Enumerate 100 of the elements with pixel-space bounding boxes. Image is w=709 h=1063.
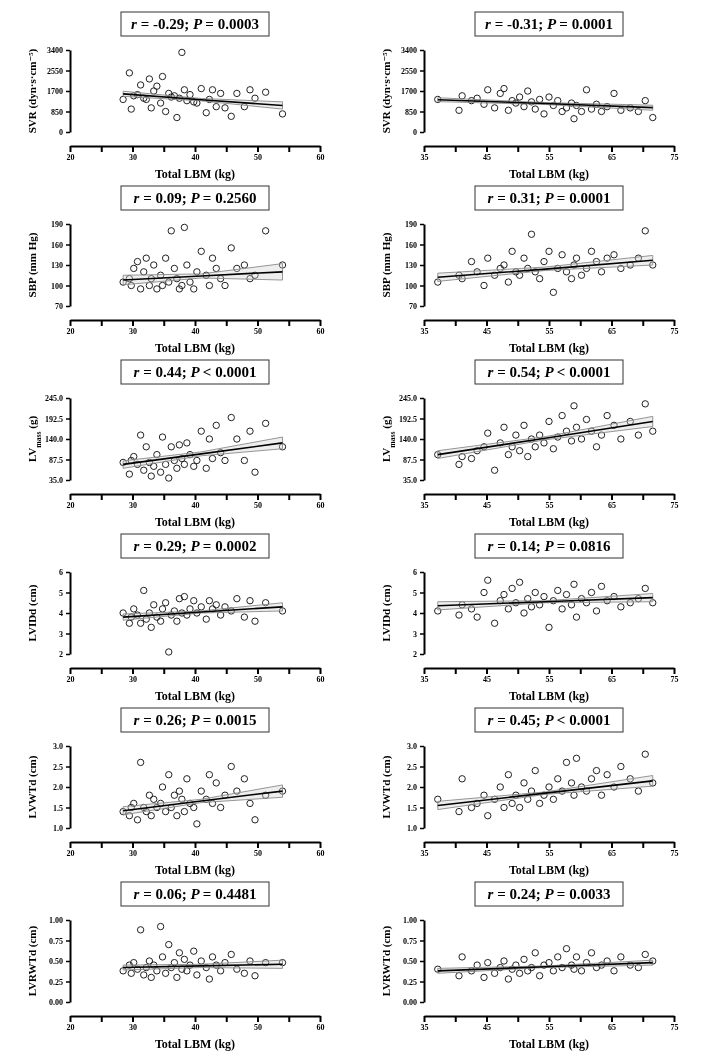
x-tick-label: 40 (191, 1022, 200, 1032)
y-tick-label: 6 (413, 568, 417, 578)
x-tick-label: 20 (66, 500, 75, 510)
y-tick-label: 130 (51, 261, 63, 271)
y-tick-label: 70 (55, 302, 63, 312)
x-tick-label: 50 (254, 500, 262, 510)
x-tick-label: 40 (191, 500, 200, 510)
y-tick-label: 0.00 (49, 998, 63, 1008)
x-tick-label: 65 (608, 1022, 616, 1032)
x-axis-title: Total LBM (kg) (508, 689, 590, 703)
y-tick-label: 1700 (47, 87, 63, 97)
x-axis-title: Total LBM (kg) (508, 341, 590, 355)
y-tick-label: 4 (59, 609, 63, 619)
y-axis-title: LVWTd (cm) (380, 755, 393, 819)
x-axis-title: Total LBM (kg) (154, 863, 236, 877)
x-tick-label: 20 (66, 152, 75, 162)
y-axis-title: LVIDd (cm) (26, 584, 39, 642)
x-axis-title: Total LBM (kg) (154, 341, 236, 355)
y-tick-label: 100 (51, 281, 63, 291)
x-tick-label: 65 (608, 500, 616, 510)
x-tick-label: 65 (608, 848, 616, 858)
x-tick-label: 30 (129, 848, 137, 858)
x-tick-label: 65 (608, 152, 616, 162)
x-tick-label: 35 (420, 848, 429, 858)
x-tick-label: 55 (545, 326, 554, 336)
y-axis-title: SBP (mm Hg) (380, 232, 393, 298)
chart-title: r = 0.54; P < 0.0001 (487, 364, 611, 380)
chart-title: r = -0.31; P = 0.0001 (485, 16, 613, 32)
y-tick-label: 850 (405, 107, 417, 117)
y-tick-label: 1.5 (407, 803, 417, 813)
x-tick-label: 40 (191, 674, 200, 684)
y-axis-title: LVRWTd (cm) (380, 925, 393, 997)
y-tick-label: 1.00 (49, 916, 63, 926)
chart-title: r = 0.26; P = 0.0015 (133, 712, 257, 728)
chart-title: r = 0.45; P < 0.0001 (487, 712, 611, 728)
x-tick-label: 60 (316, 674, 325, 684)
x-tick-label: 55 (545, 1022, 554, 1032)
chart-title: r = 0.09; P = 0.2560 (133, 190, 257, 206)
x-tick-label: 35 (420, 152, 429, 162)
x-tick-label: 45 (483, 674, 491, 684)
y-axis-title: SBP (mm Hg) (26, 232, 39, 298)
x-tick-label: 55 (545, 152, 554, 162)
y-tick-label: 0.75 (403, 936, 417, 946)
y-tick-label: 87.5 (403, 455, 417, 465)
x-tick-label: 60 (316, 500, 325, 510)
y-tick-label: 130 (405, 261, 417, 271)
x-axis-title: Total LBM (kg) (508, 167, 590, 181)
x-tick-label: 45 (483, 500, 491, 510)
x-tick-label: 50 (254, 152, 262, 162)
x-tick-label: 60 (316, 326, 325, 336)
x-tick-label: 30 (129, 326, 137, 336)
x-tick-label: 60 (316, 1022, 325, 1032)
x-tick-label: 45 (483, 1022, 491, 1032)
x-tick-label: 50 (254, 848, 262, 858)
x-tick-label: 60 (316, 152, 325, 162)
y-tick-label: 0 (59, 128, 63, 138)
y-tick-label: 2.5 (407, 762, 417, 772)
y-tick-label: 1.0 (53, 824, 63, 834)
x-tick-label: 45 (483, 152, 491, 162)
y-tick-label: 3400 (47, 46, 63, 56)
x-tick-label: 45 (483, 326, 491, 336)
y-tick-label: 87.5 (49, 455, 63, 465)
y-tick-label: 0.25 (403, 977, 417, 987)
y-tick-label: 2 (59, 650, 63, 660)
x-tick-label: 75 (670, 152, 679, 162)
y-axis-title: LVIDd (cm) (380, 584, 393, 642)
y-tick-label: 2.5 (53, 762, 63, 772)
x-axis-title: Total LBM (kg) (154, 1037, 236, 1051)
y-tick-label: 192.5 (45, 414, 63, 424)
x-tick-label: 30 (129, 1022, 137, 1032)
x-tick-label: 50 (254, 1022, 262, 1032)
y-tick-label: 4 (413, 609, 417, 619)
x-tick-label: 65 (608, 674, 616, 684)
y-tick-label: 850 (51, 107, 63, 117)
x-tick-label: 50 (254, 326, 262, 336)
y-tick-label: 140.0 (45, 435, 63, 445)
x-tick-label: 20 (66, 326, 75, 336)
y-tick-label: 5 (413, 588, 417, 598)
y-tick-label: 1700 (401, 87, 417, 97)
y-tick-label: 245.0 (399, 394, 417, 404)
y-tick-label: 192.5 (399, 414, 417, 424)
x-tick-label: 75 (670, 848, 679, 858)
chart-title: r = 0.24; P = 0.0033 (487, 886, 611, 902)
x-tick-label: 30 (129, 500, 137, 510)
y-tick-label: 5 (59, 588, 63, 598)
x-tick-label: 35 (420, 1022, 429, 1032)
y-tick-label: 2.0 (407, 783, 417, 793)
chart-title: r = 0.31; P = 0.0001 (487, 190, 611, 206)
chart-title: r = 0.14; P = 0.0816 (487, 538, 611, 554)
y-tick-label: 35.0 (403, 476, 417, 486)
y-axis-title: LVWTd (cm) (26, 755, 39, 819)
y-tick-label: 3.0 (407, 742, 417, 752)
x-axis-title: Total LBM (kg) (508, 863, 590, 877)
y-tick-label: 6 (59, 568, 63, 578)
x-tick-label: 75 (670, 674, 679, 684)
y-tick-label: 3 (59, 629, 63, 639)
y-tick-label: 0.25 (49, 977, 63, 987)
y-tick-label: 0 (413, 128, 417, 138)
y-tick-label: 2 (413, 650, 417, 660)
y-tick-label: 1.5 (53, 803, 63, 813)
